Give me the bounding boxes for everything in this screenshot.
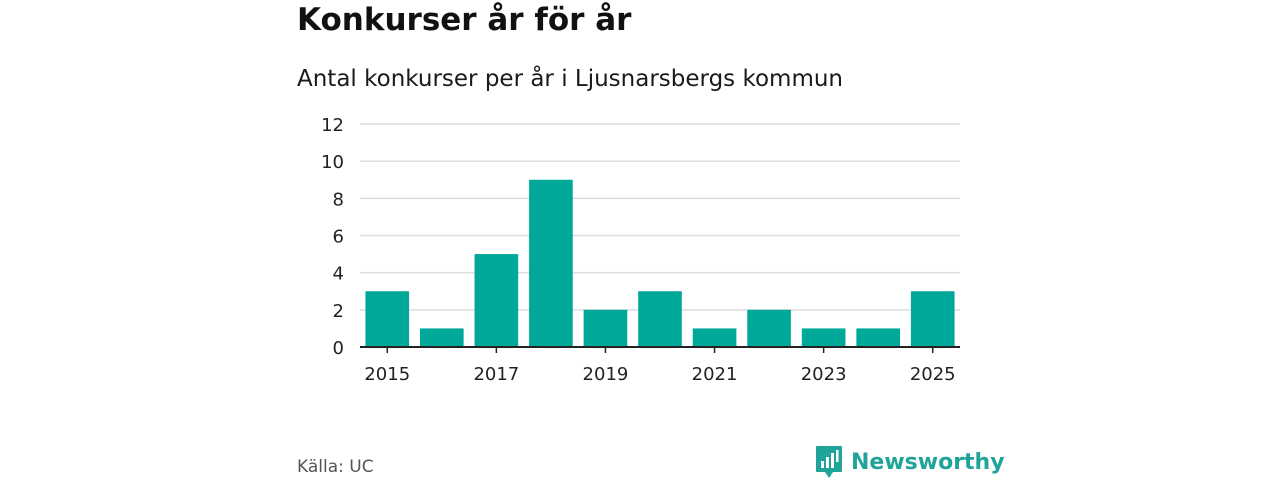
bar-2019 — [583, 309, 628, 347]
y-axis-ticks: 0 2 4 6 8 10 12 — [321, 115, 344, 359]
x-tick-label: 2015 — [364, 364, 410, 385]
brand-name: Newsworthy — [851, 449, 1005, 475]
bar-2021 — [692, 328, 737, 347]
bar-2015 — [365, 291, 410, 347]
brand-logo: Newsworthy — [815, 445, 1005, 479]
y-tick-label: 6 — [333, 227, 344, 248]
bar-2022 — [747, 309, 791, 347]
bar-2016 — [420, 328, 464, 347]
newsworthy-logo-icon — [816, 446, 842, 478]
x-tick-label: 2017 — [473, 364, 519, 385]
bar-2020 — [638, 291, 682, 347]
x-axis-ticks: 2015 2017 2019 2021 2023 2025 — [364, 347, 956, 385]
bars — [365, 179, 955, 347]
bar-chart: 0 2 4 6 8 10 12 2015 2017 2019 2021 2023 2025 — [321, 115, 960, 385]
x-tick-label: 2021 — [692, 364, 738, 385]
y-tick-label: 4 — [333, 264, 344, 285]
chart-title: Konkurser år för år — [297, 2, 632, 38]
y-tick-label: 10 — [321, 152, 344, 173]
bar-2024 — [856, 328, 900, 347]
bar-2025 — [910, 291, 955, 347]
bar-2018 — [529, 179, 573, 347]
chart-subtitle: Antal konkurser per år i Ljusnarsbergs k… — [297, 66, 844, 92]
y-tick-label: 12 — [321, 115, 344, 136]
y-tick-label: 8 — [333, 189, 344, 210]
y-tick-label: 2 — [333, 301, 344, 322]
x-tick-label: 2025 — [910, 364, 956, 385]
x-tick-label: 2023 — [801, 364, 847, 385]
gridlines — [360, 123, 960, 311]
y-tick-label: 0 — [333, 338, 344, 359]
source-note: Källa: UC — [297, 457, 374, 477]
bar-2023 — [801, 328, 846, 347]
bar-2017 — [474, 254, 519, 347]
x-tick-label: 2019 — [583, 364, 629, 385]
